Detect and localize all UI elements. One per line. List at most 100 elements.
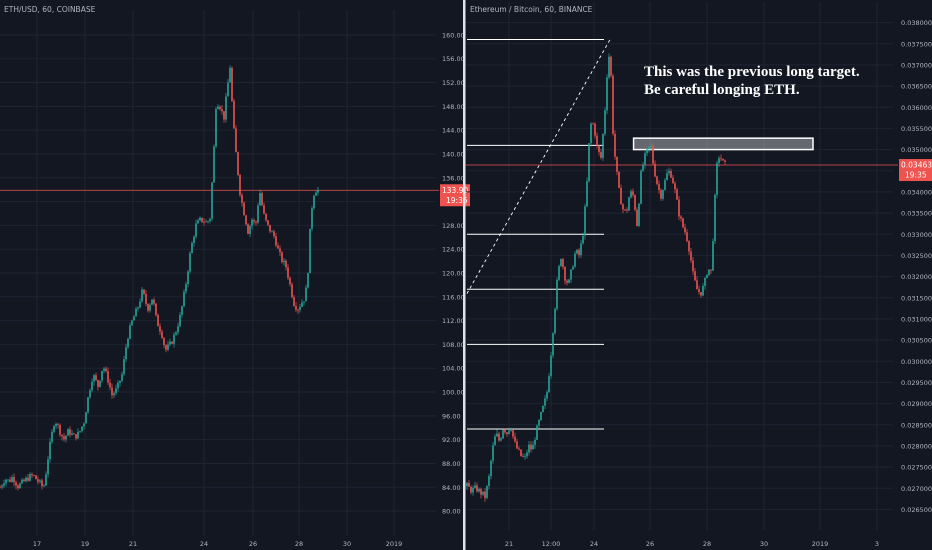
lg-candle-body-1 [1,485,3,488]
lg-candle-body-125 [249,225,251,234]
lg-candle-body-106 [211,182,213,219]
lg-candle-body-61 [121,374,123,381]
rg-candle-body-61 [588,143,590,182]
rg-y-tick-14: 0.033500 [901,210,932,218]
rg-y-tick-9: 0.031000 [901,315,932,323]
rg-y-tick-4: 0.028500 [901,421,932,429]
rg-candle-body-117 [700,291,702,296]
lg-candle-body-115 [229,67,231,83]
lg-candle-body-121 [241,194,243,203]
lg-candle-body-71 [141,289,143,302]
lg-candle-body-123 [245,215,247,225]
rg-candle-body-42 [550,355,552,377]
lg-candle-body-102 [203,221,205,223]
lg-candle-body-153 [305,287,307,302]
lg-candle-body-73 [145,293,147,304]
eth-btc-countdown: 19:35 [905,171,927,180]
lg-candle-body-27 [53,426,55,432]
lg-candle-body-145 [289,277,291,285]
rg-candle-body-115 [696,280,698,290]
chart-divider[interactable] [463,0,466,550]
rg-y-tick-23: 0.038000 [901,19,932,27]
lg-candle-body-101 [201,217,203,222]
eth-usd-chart[interactable]: 80.00 84.00 88.00 92.00 96.00 100.00 104.00 108… [0,5,470,548]
rg-candle-body-125 [716,162,718,195]
lg-candle-body-81 [161,331,163,339]
lg-y-tick-18: 152.00 [442,79,465,87]
lg-candle-body-159 [317,189,319,193]
rg-candle-body-86 [638,203,640,226]
lg-candle-body-130 [259,193,261,206]
rg-candle-body-104 [674,183,676,190]
rg-candle-body-39 [544,398,546,406]
lg-candle-body-82 [163,338,165,346]
annotation-line-2[interactable]: Be careful longing ETH. [644,82,800,98]
lg-candle-body-41 [81,426,83,432]
rg-y-tick-6: 0.029500 [901,379,932,387]
annotation-line-1[interactable]: This was the previous long target. [644,64,860,80]
rg-candle-body-120 [706,274,708,278]
rg-candle-body-79 [624,209,626,211]
eth-btc-chart[interactable]: 0.026500 0.027000 0.027500 0.028000 0.028500… [466,2,932,548]
rg-candle-body-73 [612,75,614,134]
lg-candle-body-36 [71,433,73,435]
rg-candle-body-74 [614,133,616,157]
eth-usd-last-price-tag: 133.90 19:35 [440,184,470,207]
rg-y-tick-18: 0.035500 [901,125,932,133]
rg-candle-body-3 [472,487,474,493]
lg-y-tick-12: 128.00 [442,222,465,230]
rg-candle-body-53 [572,266,574,270]
lg-candle-body-38 [75,434,77,439]
rg-y-tick-11: 0.032000 [901,273,932,281]
lg-y-tick-16: 144.00 [442,127,465,135]
lg-candle-body-18 [35,475,37,480]
lg-candle-body-30 [59,424,61,435]
rg-candle-body-113 [692,260,694,272]
rg-x-tick-4: 28 [703,540,711,548]
lg-candle-body-75 [149,304,151,311]
lg-y-tick-6: 104.00 [442,365,465,373]
eth-btc-time-axis[interactable]: 21 12:00 24 26 28 30 2019 3 [505,540,879,548]
rg-x-tick-1: 12:00 [542,540,561,548]
lg-candle-body-15 [29,474,31,481]
rg-candle-body-44 [554,308,556,334]
lg-candle-body-7 [13,477,15,483]
lg-candle-body-135 [269,224,271,232]
lg-y-tick-8: 112.00 [442,317,465,325]
lg-candle-body-76 [151,299,153,305]
lg-candle-body-147 [293,297,295,306]
eth-btc-horizontal-levels[interactable] [467,39,604,430]
rg-candle-body-124 [714,194,716,242]
lg-candle-body-5 [9,479,11,482]
lg-candle-body-158 [315,192,317,196]
rg-candle-body-114 [694,271,696,281]
lg-y-tick-4: 96.00 [442,412,461,420]
lg-candle-body-68 [135,308,137,317]
rg-candle-body-81 [628,197,630,211]
rg-candle-body-64 [594,123,596,136]
rg-candle-body-66 [598,145,600,153]
rg-candle-body-16 [498,433,500,441]
rg-y-tick-8: 0.030500 [901,337,932,345]
lg-y-tick-20: 160.00 [442,31,465,39]
rg-x-tick-7: 3 [875,540,879,548]
eth-btc-trendline[interactable] [466,39,611,294]
rg-candle-body-31 [528,444,530,453]
lg-candle-body-84 [167,344,169,350]
lg-candle-body-96 [191,242,193,254]
rg-candle-body-51 [568,279,570,283]
lg-candle-body-47 [93,375,95,382]
lg-candle-body-31 [61,434,63,437]
rg-candle-body-29 [524,456,526,458]
eth-btc-price-axis[interactable]: 0.026500 0.027000 0.027500 0.028000 0.028500… [901,19,932,514]
lg-candle-body-57 [113,393,115,396]
lg-candle-body-63 [125,347,127,360]
rg-candle-body-88 [642,164,644,171]
rg-candle-body-98 [662,189,664,199]
eth-btc-target-box[interactable] [632,137,814,151]
rg-candle-body-68 [602,133,604,158]
eth-usd-time-axis[interactable]: 17 19 21 24 26 28 30 2019 [33,540,402,548]
lg-y-tick-0: 80.00 [442,508,461,516]
rg-y-tick-7: 0.030000 [901,358,932,366]
lg-candle-body-22 [43,485,45,487]
